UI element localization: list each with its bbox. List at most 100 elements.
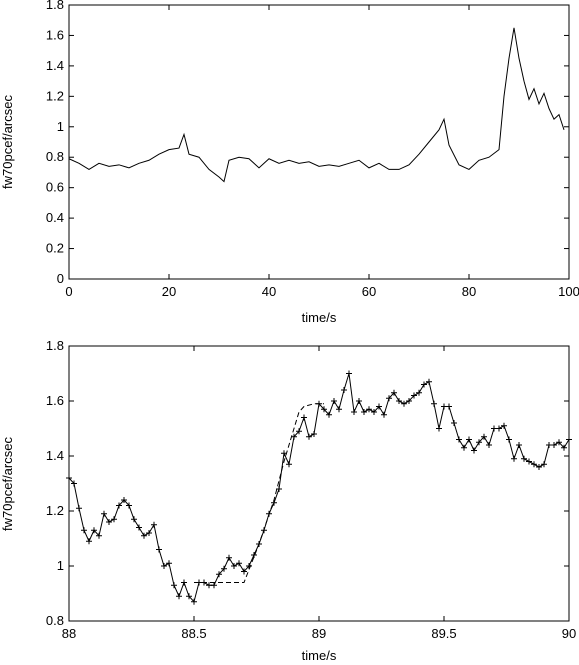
y-tick-label: 1.6 xyxy=(46,27,64,42)
data-point-marker xyxy=(446,403,452,410)
data-point-marker xyxy=(541,461,547,468)
y-tick-label: 0.8 xyxy=(46,149,64,164)
data-point-marker xyxy=(421,381,427,388)
data-point-marker xyxy=(276,486,282,492)
data-point-marker xyxy=(76,505,82,512)
data-point-marker xyxy=(121,497,127,503)
dashed-series-line xyxy=(194,403,324,583)
data-point-marker xyxy=(516,442,522,448)
data-point-marker xyxy=(396,398,402,404)
chart-bottom: 0.8 1 1.2 1.4 1.6 1.8 88 88.5 89 89.5 90 time/s f… xyxy=(0,338,576,663)
data-point-marker xyxy=(296,428,302,435)
y-tick-label: 0.8 xyxy=(46,613,64,628)
data-point-marker xyxy=(496,425,502,432)
series-line xyxy=(68,27,565,183)
data-point-marker xyxy=(436,425,442,432)
data-point-marker xyxy=(236,560,242,567)
data-point-marker xyxy=(171,582,177,589)
x-tick-label: 80 xyxy=(462,284,476,299)
x-axis-label: time/s xyxy=(302,648,337,663)
data-point-marker xyxy=(506,436,512,443)
series-line xyxy=(68,373,570,603)
x-tick-label: 100 xyxy=(558,284,579,299)
data-point-marker xyxy=(531,461,537,468)
data-point-marker xyxy=(86,538,92,545)
data-point-marker xyxy=(526,458,532,465)
data-point-marker xyxy=(91,527,97,534)
data-point-marker xyxy=(501,422,507,429)
x-tick-label: 60 xyxy=(362,284,376,299)
y-tick-label: 0.2 xyxy=(46,241,64,256)
data-point-marker xyxy=(181,579,187,586)
data-point-marker xyxy=(216,571,222,578)
data-point-marker xyxy=(246,563,252,569)
data-point-marker xyxy=(351,409,357,415)
x-tick-label: 40 xyxy=(262,284,276,299)
data-point-marker xyxy=(361,409,367,415)
y-tick-label: 1.8 xyxy=(46,338,64,353)
data-point-marker xyxy=(151,521,157,528)
data-point-marker xyxy=(66,475,72,481)
data-point-marker xyxy=(556,439,562,446)
data-point-marker xyxy=(461,444,467,451)
y-tick-label: 0 xyxy=(57,271,64,286)
data-point-marker xyxy=(346,370,352,377)
data-point-marker xyxy=(381,411,387,418)
data-point-marker xyxy=(231,563,237,569)
data-point-marker xyxy=(451,420,457,426)
data-point-marker xyxy=(306,433,312,440)
x-tick-label: 0 xyxy=(65,284,72,299)
data-point-marker xyxy=(366,406,372,413)
chart-top: 00.20.40.60.811.21.41.61.8 0 20 40 60 80 100 … xyxy=(0,0,579,325)
data-point-marker xyxy=(221,565,227,572)
y-tick-label: 0.6 xyxy=(46,180,64,195)
y-tick-label: 1 xyxy=(57,119,64,134)
data-point-marker xyxy=(161,563,167,569)
data-point-marker xyxy=(106,519,112,525)
data-point-marker xyxy=(341,387,347,393)
data-point-marker xyxy=(486,442,492,448)
data-point-marker xyxy=(426,378,432,385)
y-tick-label: 1.2 xyxy=(46,88,64,103)
data-point-marker xyxy=(551,442,557,448)
data-point-marker xyxy=(431,400,437,407)
data-point-marker xyxy=(336,406,342,413)
y-tick-label: 1.6 xyxy=(46,393,64,408)
x-axis-label: time/s xyxy=(302,310,337,325)
data-point-marker xyxy=(186,593,192,600)
series-group xyxy=(68,27,565,183)
data-point-marker xyxy=(311,431,317,437)
data-point-marker xyxy=(386,395,392,402)
data-point-marker xyxy=(71,480,77,487)
data-point-marker xyxy=(156,546,162,553)
x-tick-label: 88 xyxy=(62,626,76,641)
data-point-marker xyxy=(81,527,87,534)
data-point-marker xyxy=(96,532,102,539)
data-point-marker xyxy=(511,455,517,462)
data-point-marker xyxy=(136,524,142,531)
data-point-marker xyxy=(411,392,417,399)
data-point-marker xyxy=(326,411,332,418)
data-point-marker xyxy=(566,436,572,443)
data-point-marker xyxy=(141,532,147,539)
data-point-marker xyxy=(476,439,482,446)
data-point-marker xyxy=(116,502,122,509)
y-tick-label: 1.4 xyxy=(46,448,64,463)
data-point-marker xyxy=(166,560,172,567)
data-point-marker xyxy=(126,502,132,509)
data-point-marker xyxy=(356,398,362,404)
data-point-marker xyxy=(456,436,462,443)
data-point-marker xyxy=(481,433,487,440)
data-point-marker xyxy=(561,444,567,451)
data-point-marker xyxy=(321,406,327,413)
y-tick-group: 0 0.2 0.4 0.6 0.8 1 1.2 1.4 1.6 1.8 xyxy=(46,0,569,286)
data-point-marker xyxy=(146,530,152,536)
y-axis-label: fw70pcef/arcsec xyxy=(0,95,15,189)
data-point-marker xyxy=(111,516,117,523)
data-point-marker xyxy=(521,455,527,462)
x-tick-label: 90 xyxy=(562,626,576,641)
data-point-marker xyxy=(536,464,542,470)
plot-frame xyxy=(68,4,570,280)
data-point-marker xyxy=(211,582,217,589)
